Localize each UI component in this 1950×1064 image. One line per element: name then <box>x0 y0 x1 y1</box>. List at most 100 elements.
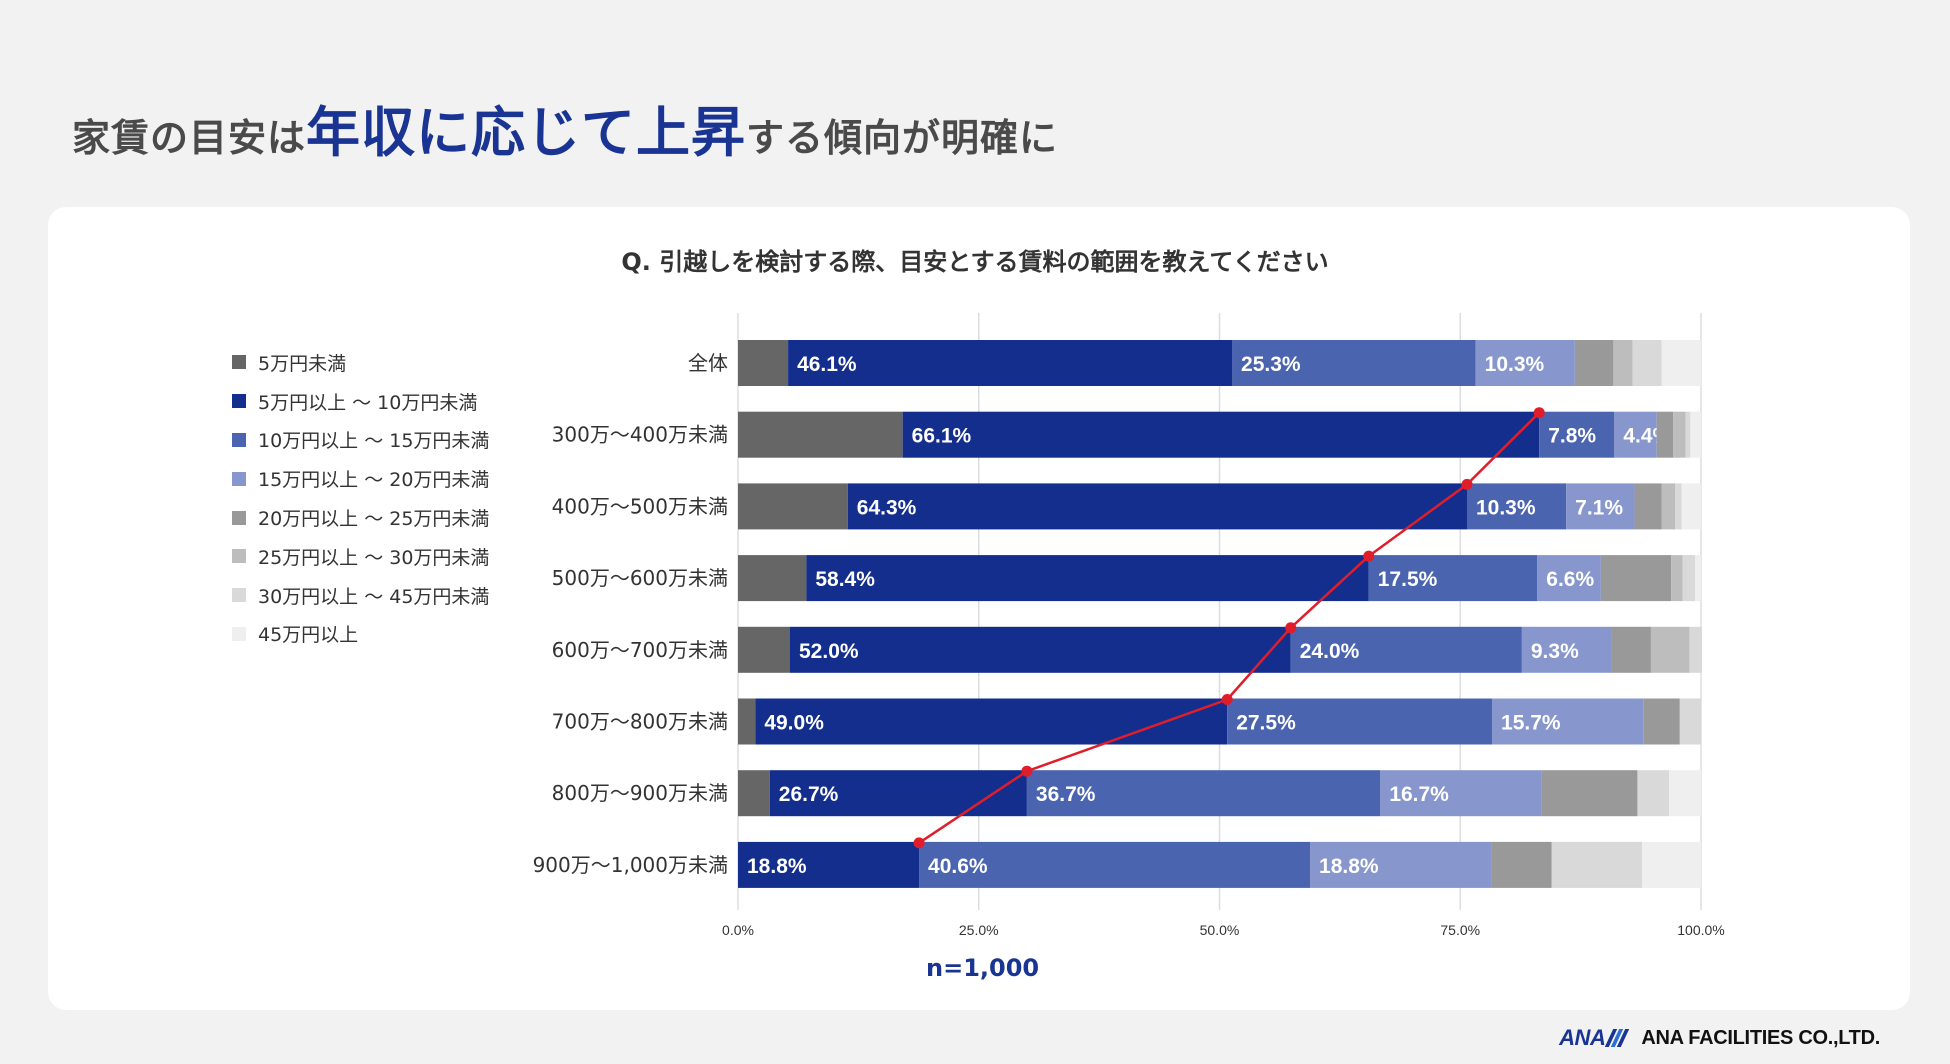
x-tick-label: 50.0% <box>1200 922 1240 938</box>
bar-segment <box>1600 555 1672 602</box>
x-tick-label: 100.0% <box>1677 922 1724 938</box>
bar-segment <box>1690 411 1701 458</box>
trend-point <box>1533 407 1545 419</box>
logo-stripes-icon <box>1605 1029 1630 1047</box>
data-label: 46.1% <box>797 353 857 376</box>
data-label: 52.0% <box>799 640 859 663</box>
data-label: 24.0% <box>1300 640 1360 663</box>
footer: ANA ANA FACILITIES CO.,LTD. <box>1559 1025 1880 1051</box>
trend-point <box>1285 622 1297 634</box>
bar-segment <box>1643 698 1680 745</box>
bar-segment <box>1310 841 1492 888</box>
ana-logo: ANA <box>1559 1025 1630 1051</box>
bar-segment <box>1679 698 1701 745</box>
trend-point <box>913 837 925 849</box>
chart-title: Q. 引越しを検討する際、目安とする賃料の範囲を教えてください <box>621 248 1329 276</box>
bar-segment <box>1674 483 1682 530</box>
legend-label: 10万円以上 ～ 15万円未満 <box>258 430 490 453</box>
bar-segment <box>1656 411 1674 458</box>
legend-item: 10万円以上 ～ 15万円未満 <box>232 421 489 460</box>
bar-segment <box>788 340 1233 386</box>
x-tick-label: 25.0% <box>959 922 999 938</box>
legend-swatch <box>232 394 246 409</box>
category-label: 600万～700万未満 <box>552 638 728 662</box>
bar-segment <box>1232 340 1476 386</box>
data-label: 9.3% <box>1531 640 1579 663</box>
bar-segment <box>1642 841 1701 888</box>
data-label: 40.6% <box>928 855 988 878</box>
legend-label: 15万円以上 ～ 20万円未満 <box>258 469 490 492</box>
bar-segment <box>1637 770 1670 817</box>
bar-segment <box>1695 555 1701 602</box>
bar-segment <box>1541 770 1638 817</box>
data-label: 36.7% <box>1036 783 1096 806</box>
category-label: 300万～400万未満 <box>552 423 728 447</box>
bar-segment <box>1380 770 1542 817</box>
legend-swatch <box>232 510 246 525</box>
bar-segment <box>738 555 807 602</box>
category-label: 500万～600万未満 <box>552 566 728 590</box>
legend-label: 25万円以上 ～ 30万円未満 <box>258 546 490 569</box>
bar-segment <box>769 770 1027 817</box>
legend-swatch <box>232 588 246 603</box>
bar-segment <box>1632 340 1662 386</box>
legend-label: 5万円未満 <box>258 352 347 375</box>
legend-label: 5万円以上 ～ 10万円未満 <box>258 391 478 414</box>
bar-segment <box>1290 626 1522 673</box>
bar-segment <box>738 411 903 458</box>
data-label: 27.5% <box>1236 712 1296 735</box>
chart-legend: 5万円未満 5万円以上 ～ 10万円未満 10万円以上 ～ 15万円未満 15万円以上… <box>232 343 489 653</box>
trend-point <box>1363 550 1375 562</box>
bar-segment <box>1574 340 1614 386</box>
legend-label: 45万円以上 <box>258 624 359 647</box>
bar-segment <box>847 483 1467 530</box>
legend-swatch <box>232 626 246 641</box>
data-label: 6.6% <box>1546 568 1594 591</box>
legend-swatch <box>232 471 246 486</box>
bar-segment <box>1026 770 1381 817</box>
trend-point <box>1021 765 1033 777</box>
category-label: 400万～500万未満 <box>552 494 728 518</box>
bar-segment <box>738 698 756 745</box>
bar-segment <box>1566 483 1635 530</box>
bar-segment <box>1681 483 1701 530</box>
bar-segment <box>1611 626 1651 673</box>
legend-label: 30万円以上 ～ 45万円未満 <box>258 585 490 608</box>
legend-swatch <box>232 355 246 370</box>
data-label: 58.4% <box>815 568 875 591</box>
bar-segment <box>1613 340 1633 386</box>
legend-swatch <box>232 549 246 564</box>
legend-item: 20万円以上 ～ 25万円未満 <box>232 498 489 537</box>
bar-segment <box>1669 770 1701 817</box>
bar-segment <box>790 626 1291 673</box>
legend-item: 30万円以上 ～ 45万円未満 <box>232 576 489 615</box>
bar-segment <box>1689 626 1702 673</box>
category-label: 900万～1,000万未満 <box>533 853 728 877</box>
data-label: 15.7% <box>1501 712 1561 735</box>
bar-segment <box>755 698 1228 745</box>
category-label: 800万～900万未満 <box>552 781 728 805</box>
legend-item: 5万円以上 ～ 10万円未満 <box>232 382 489 421</box>
bar-segment <box>1466 483 1567 530</box>
data-label: 26.7% <box>779 783 839 806</box>
headline-accent: 年収に応じて上昇 <box>306 101 747 164</box>
bar-segment <box>1682 555 1696 602</box>
category-label: 全体 <box>688 351 728 375</box>
bar-segment <box>738 626 791 673</box>
legend-item: 5万円未満 <box>232 343 489 382</box>
bar-segment <box>1491 841 1552 888</box>
bar-segment <box>1673 411 1686 458</box>
legend-item: 25万円以上 ～ 30万円未満 <box>232 537 489 576</box>
bar-segment <box>1661 483 1675 530</box>
legend-label: 20万円以上 ～ 25万円未満 <box>258 508 490 531</box>
bar-segment <box>1634 483 1662 530</box>
sample-size: n=1,000 <box>926 954 1040 982</box>
bar-segment <box>1539 411 1615 458</box>
data-label: 16.7% <box>1389 783 1449 806</box>
bar-segment <box>1661 340 1701 386</box>
data-label: 10.3% <box>1485 353 1545 376</box>
page-title: 家賃の目安は年収に応じて上昇する傾向が明確に <box>72 88 1058 167</box>
category-label: 700万～800万未満 <box>552 710 728 734</box>
trend-point <box>1461 478 1473 490</box>
